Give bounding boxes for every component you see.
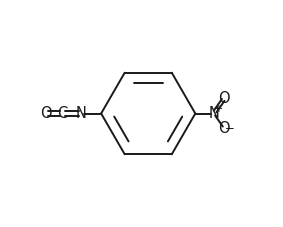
Text: −: − <box>225 122 235 135</box>
Text: O: O <box>218 121 230 136</box>
Text: O: O <box>218 91 230 106</box>
Text: +: + <box>214 104 222 114</box>
Text: O: O <box>40 106 51 121</box>
Text: C: C <box>57 106 67 121</box>
Text: N: N <box>208 106 219 121</box>
Text: N: N <box>76 106 87 121</box>
